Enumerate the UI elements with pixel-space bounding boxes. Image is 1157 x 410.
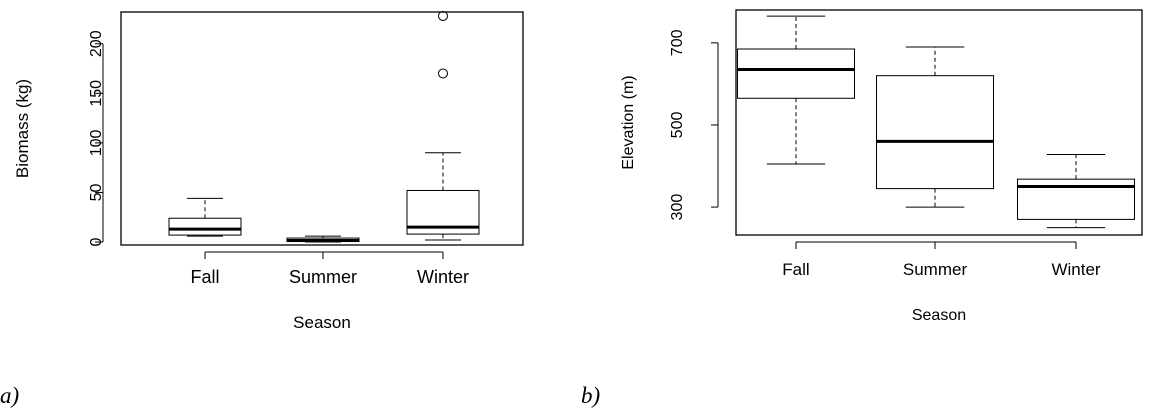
box-iqr	[168, 217, 242, 236]
elevation-boxplot-panel: b) 300 500 700 Elevation (m) Fall Summer Winte…	[581, 9, 1143, 408]
box-summer	[876, 46, 994, 208]
x-tick-label: Summer	[903, 260, 968, 279]
box-iqr	[737, 48, 855, 99]
outlier-point	[438, 10, 448, 21]
x-axis-label: Season	[912, 307, 966, 324]
y-tick-label: 700	[669, 29, 686, 56]
y-tick-label: 100	[88, 129, 105, 156]
x-tick-label: Fall	[782, 260, 809, 279]
y-tick-label: 300	[669, 194, 686, 221]
y-tick-label: 0	[88, 237, 105, 246]
box-fall	[168, 197, 242, 237]
box-iqr	[876, 75, 994, 190]
box-fall	[737, 15, 855, 165]
panel-b-caption: b)	[581, 383, 600, 408]
y-axis-label: Biomass (kg)	[13, 79, 32, 178]
plot-frame	[735, 9, 1143, 236]
x-axis-label: Season	[293, 313, 351, 332]
y-tick-label: 200	[88, 30, 105, 57]
x-tick-label: Winter	[417, 267, 469, 287]
panel-a-caption: a)	[0, 383, 19, 408]
plot-frame	[120, 11, 524, 246]
x-tick-label: Summer	[289, 267, 357, 287]
y-tick-label: 500	[669, 112, 686, 139]
y-tick-label: 50	[88, 183, 105, 201]
y-axis-label: Elevation (m)	[620, 75, 637, 169]
x-tick-label: Winter	[1051, 260, 1100, 279]
y-tick-label: 150	[88, 80, 105, 107]
box-summer	[286, 235, 360, 243]
outlier-point	[438, 68, 448, 79]
biomass-boxplot-panel: a) 0 50 100 150 200 Biomass (kg) Fall Summer Win…	[0, 10, 524, 408]
x-tick-label: Fall	[190, 267, 219, 287]
box-winter	[1017, 154, 1135, 229]
box-winter	[406, 10, 480, 241]
